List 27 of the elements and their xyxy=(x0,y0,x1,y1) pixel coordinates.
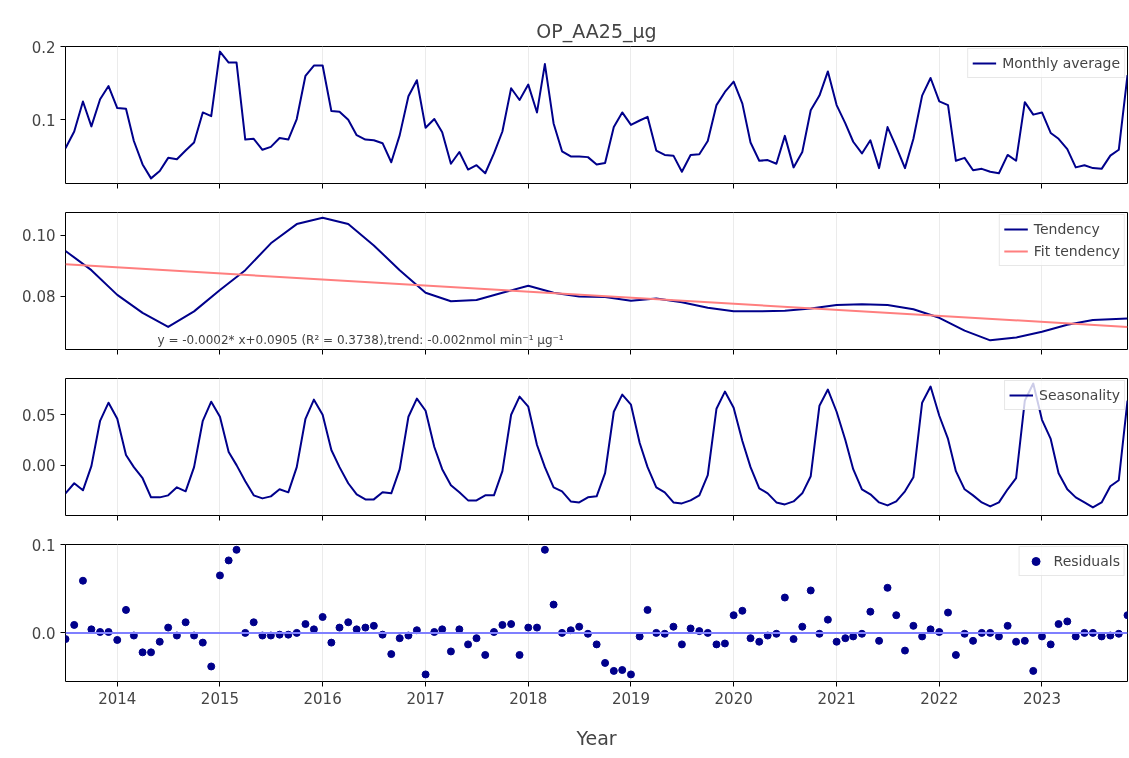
y-tick-label: 0.0 xyxy=(31,624,56,643)
x-axis-title: Year xyxy=(575,726,617,749)
annotation: y = -0.0002* x+0.0905 (R² = 0.3738),trend: -0.002nmol min⁻¹ µg⁻¹ xyxy=(157,332,564,347)
line-series xyxy=(65,50,1128,180)
y-tick-label: 0.1 xyxy=(31,536,56,555)
legend-label: Tendency xyxy=(1033,221,1100,237)
x-tick-label: 2016 xyxy=(303,689,342,708)
x-tick-label: 2015 xyxy=(200,689,240,708)
x-tick-label: 2017 xyxy=(406,689,445,708)
y-tick-label: 0.2 xyxy=(31,38,56,57)
x-tick-label: 2018 xyxy=(509,689,548,708)
y-tick-label: 0.08 xyxy=(22,288,56,307)
y-tick-label: 0.05 xyxy=(22,406,56,425)
chart-title: OP_AA25_µg xyxy=(536,19,657,43)
y-tick-label: 0.00 xyxy=(22,457,56,476)
x-tick-label: 2023 xyxy=(1022,689,1062,708)
x-tick-label: 2022 xyxy=(920,689,959,708)
x-tick-label: 2019 xyxy=(611,689,651,708)
x-tick-label: 2020 xyxy=(714,689,753,708)
legend-label: Residuals xyxy=(1053,553,1120,569)
x-tick-label: 2014 xyxy=(98,689,137,708)
legend-label: Fit tendency xyxy=(1033,243,1120,259)
y-tick-label: 0.1 xyxy=(31,111,56,130)
legend-label: Monthly average xyxy=(1002,55,1120,71)
legend-label: Seasonality xyxy=(1039,387,1120,403)
y-tick-label: 0.10 xyxy=(22,227,56,246)
x-tick-label: 2021 xyxy=(817,689,856,708)
